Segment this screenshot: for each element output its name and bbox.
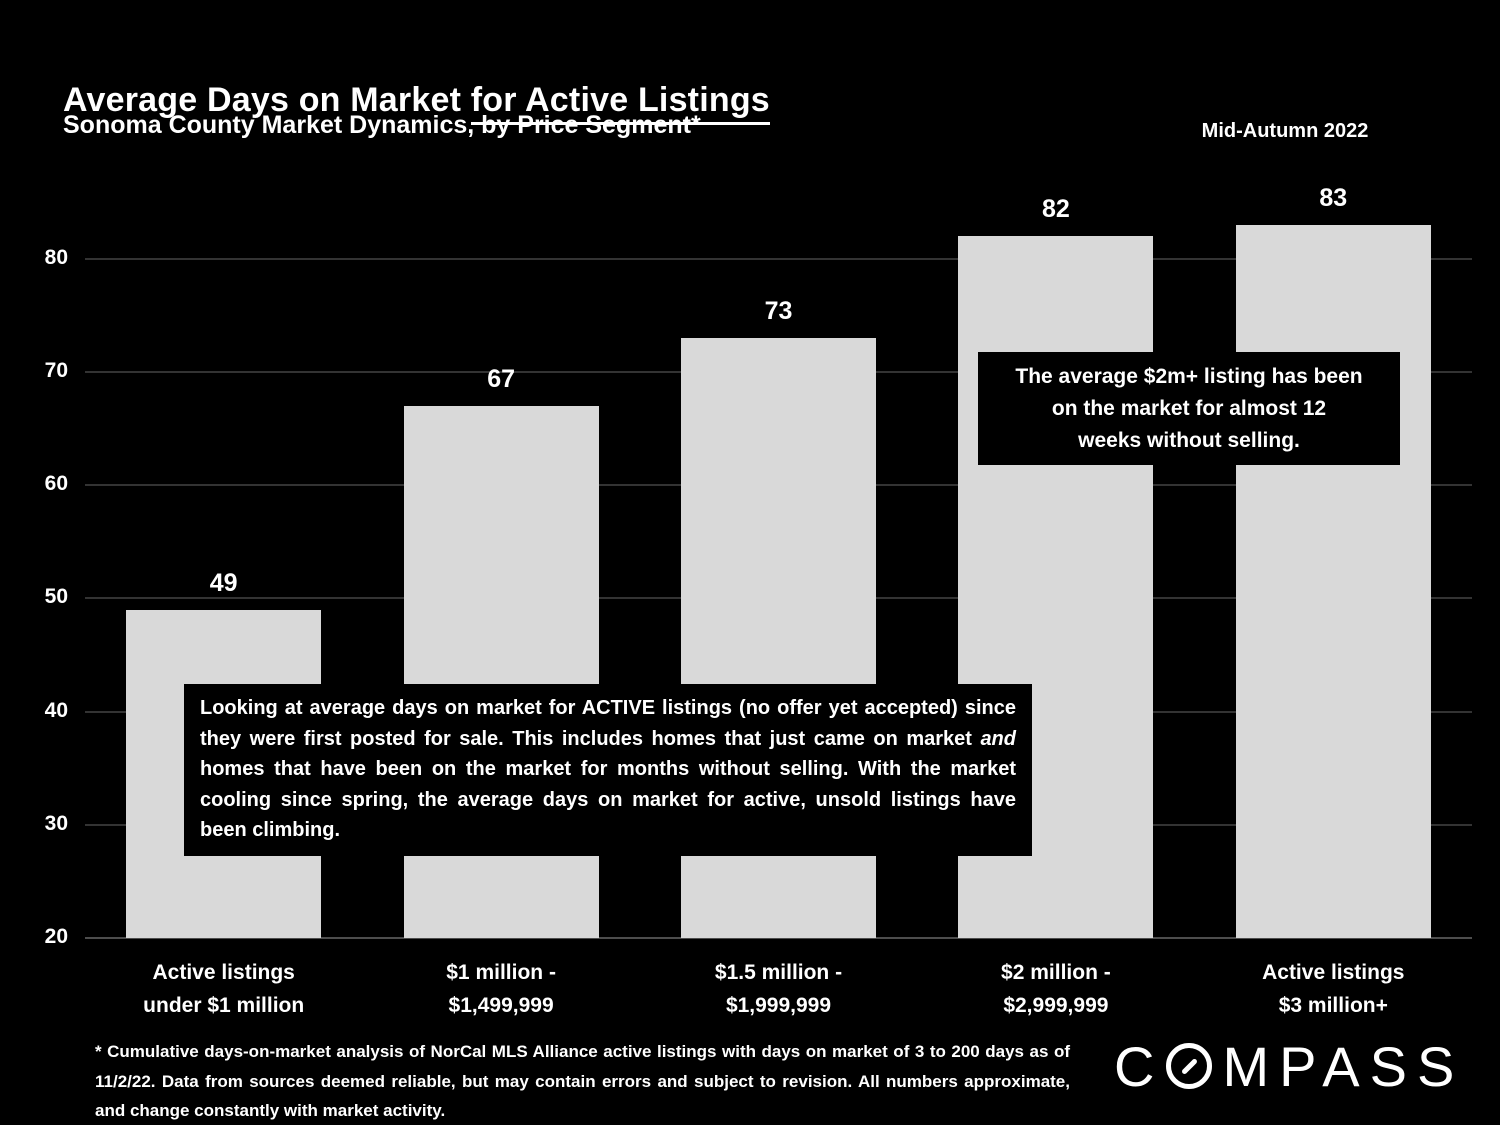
category-label: Active listings under $1 million [84,956,364,1022]
annotation-box-2m-line: weeks without selling. [1078,428,1300,452]
gridline [85,257,1472,260]
compass-logo: C MPASS [1114,1034,1465,1098]
bar-value-label: 67 [487,365,515,394]
category-label: Active listings $3 million+ [1193,956,1473,1022]
bar-value-label: 49 [209,568,238,597]
x-axis-line [85,937,1472,939]
bar-value-label: 82 [1041,195,1070,224]
annotation-methodology-text-italic: and [980,727,1016,750]
category-label-line: Active listings [152,961,295,984]
category-label-line: $1.5 million - [714,961,843,984]
chart-title-plain: Average Days on Market [63,80,471,119]
chart-title: Average Days on Market for Active Listin… [63,80,770,125]
bar-value-label: 73 [764,297,793,326]
footnote: * Cumulative days-on-market analysis of … [95,1042,1070,1120]
compass-logo-letters-mpass: MPASS [1222,1034,1465,1098]
annotation-box-2m-line: on the market for almost 12 [1051,396,1327,420]
category-label-line: $2,999,999 [1003,994,1109,1017]
y-tick-label: 80 [44,245,68,269]
y-tick-label: 70 [44,359,68,383]
category-label-line: $1,999,999 [725,994,832,1017]
chart-subtitle: Sonoma County Market Dynamics, by Price … [63,111,701,139]
category-label-line: Active listings [1262,961,1405,984]
annotation-box-2m-line: The average $2m+ listing has been [1015,364,1363,388]
period-label: Mid-Autumn 2022 [1201,120,1369,142]
category-label-line: under $1 million [143,994,305,1017]
bar [1235,225,1431,938]
category-label-line: $3 million+ [1278,994,1388,1017]
bar [403,406,599,938]
annotation-methodology-text-end: homes that have been on the market for m… [200,758,1016,841]
y-tick-label: 30 [44,811,68,835]
bar-value-label: 83 [1319,184,1348,213]
y-tick-label: 20 [44,925,68,948]
y-tick-label: 60 [44,472,68,496]
y-tick-label: 40 [44,698,68,722]
y-tick-label: 50 [44,585,68,609]
compass-needle-icon [1180,1057,1198,1075]
compass-logo-letter-c: C [1114,1034,1165,1098]
category-label-line: $2 million - [1001,961,1111,984]
category-label-line: $1,499,999 [448,994,554,1017]
annotation-box-methodology: Looking at average days on market for AC… [184,684,1032,856]
compass-o-icon [1166,1043,1213,1089]
category-label: $1.5 million - $1,999,999 [639,956,919,1022]
category-label: $2 million - $2,999,999 [916,956,1196,1022]
category-label-line: $1 million - [446,961,556,984]
annotation-methodology-text-start: Looking at average days on market for AC… [200,697,1016,750]
annotation-box-2m: The average $2m+ listing has been on the… [978,352,1400,465]
category-label: $1 million - $1,499,999 [361,956,641,1022]
chart-title-underlined: for Active Listings [470,80,770,125]
